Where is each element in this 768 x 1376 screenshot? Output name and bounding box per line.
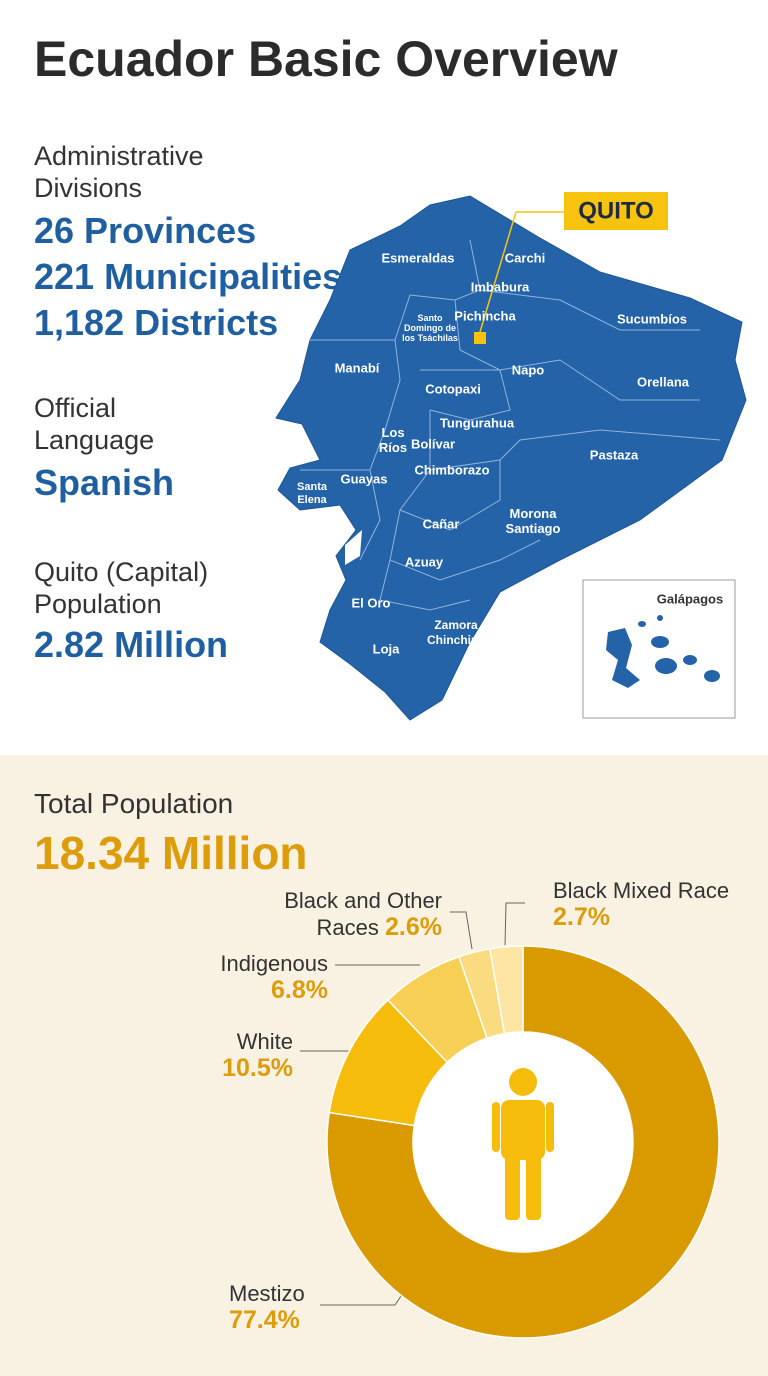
gulf-island — [345, 530, 362, 565]
value-label: 6.8% — [271, 976, 328, 1004]
category-label: Indigenous — [220, 951, 328, 976]
slice-label: Mestizo 77.4% — [229, 1281, 305, 1333]
region-label: Zamora Chinchipe — [426, 618, 485, 647]
fact-value: 221 Municipalities — [34, 256, 343, 297]
category-label: Black and Other Races — [284, 888, 442, 940]
capital-label: QUITO — [578, 197, 654, 224]
region-label: Cañar — [422, 516, 460, 532]
person-icon — [492, 1068, 554, 1220]
person-part — [526, 1152, 541, 1220]
value-label: 10.5% — [222, 1054, 293, 1082]
fact-value: Spanish — [34, 462, 175, 503]
region-label: Imbabura — [470, 279, 530, 295]
slice-label: Black and Other Races 2.6% — [230, 888, 442, 941]
capital-marker — [474, 332, 486, 344]
province-borders — [300, 239, 721, 611]
fact-label: Official Language — [34, 393, 155, 455]
region-label: Santa Elena — [297, 481, 327, 506]
inset-label: Galápagos — [657, 591, 723, 606]
region-label: Morona Santiago — [505, 506, 561, 536]
region-label: Sucumbíos — [616, 311, 688, 327]
capital-leader — [479, 211, 517, 333]
region-label: Carchi — [504, 250, 546, 266]
ecuador-mainland — [275, 195, 747, 721]
region-label: Tungurahua — [439, 415, 515, 431]
slice-label: White 10.5% — [180, 1029, 293, 1081]
category-label: White — [236, 1029, 293, 1054]
region-label: Chimborazo — [414, 462, 490, 478]
category-label: Black Mixed Race — [553, 878, 730, 903]
region-label: El Oro — [351, 595, 391, 611]
region-label: Cotopaxi — [425, 381, 481, 397]
person-part — [505, 1152, 520, 1220]
chart-title: Total Population — [34, 788, 234, 819]
region-label: Loja — [372, 641, 400, 657]
person-part — [546, 1102, 554, 1152]
region-label: Esmeraldas — [381, 250, 455, 266]
region-label: Napo — [511, 362, 545, 378]
donut-chart — [300, 902, 720, 1339]
capital-box — [564, 192, 668, 230]
region-label: Santo Domingo de los Tsáchilas — [402, 313, 458, 343]
value-label: 2.6% — [385, 913, 442, 941]
fact-label: Administrative Divisions — [34, 141, 204, 203]
map: QUITO Galápagos — [275, 192, 747, 721]
region-label: Manabí — [334, 360, 380, 376]
region-label: Orellana — [636, 374, 690, 390]
region-label: Los Ríos — [378, 425, 408, 455]
person-part — [509, 1068, 537, 1096]
fact-value: 2.82 Million — [34, 624, 229, 665]
galapagos-islands — [606, 615, 720, 688]
fact-label: Quito (Capital) Population — [34, 557, 209, 619]
region-label: Guayas — [340, 471, 388, 487]
person-part — [501, 1100, 545, 1160]
slice-label: Black Mixed Race 2.7% — [553, 878, 729, 930]
region-label: Azuay — [404, 554, 444, 570]
person-part — [492, 1102, 500, 1152]
slice-label: Indigenous 6.8% — [180, 951, 328, 1003]
category-label: Mestizo — [229, 1281, 305, 1306]
value-label: 2.7% — [553, 903, 610, 931]
fact-value: 1,182 Districts — [34, 302, 279, 343]
value-label: 77.4% — [229, 1306, 300, 1334]
region-label: Bolívar — [410, 436, 456, 452]
region-label: Pastaza — [589, 447, 639, 463]
region-label: Pichincha — [454, 308, 516, 324]
page-title: Ecuador Basic Overview — [34, 31, 618, 87]
fact-value: 26 Provinces — [34, 210, 257, 251]
chart-subtitle: 18.34 Million — [34, 827, 308, 879]
